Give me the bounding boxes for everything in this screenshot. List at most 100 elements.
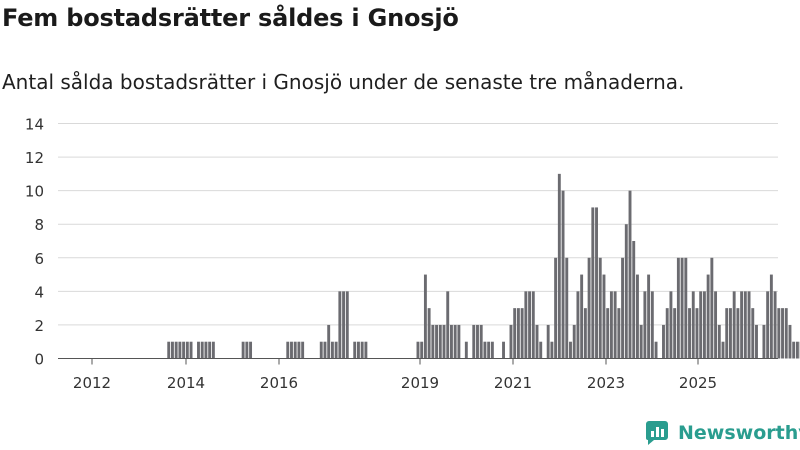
bar bbox=[729, 308, 732, 359]
bar bbox=[784, 308, 788, 359]
bar bbox=[587, 257, 591, 359]
bar bbox=[747, 291, 751, 359]
bar bbox=[721, 341, 725, 359]
bar bbox=[706, 274, 710, 359]
bar bbox=[632, 241, 636, 359]
bar bbox=[732, 291, 736, 359]
bar bbox=[431, 324, 435, 359]
bar bbox=[792, 341, 796, 359]
bar bbox=[714, 291, 718, 359]
bar bbox=[513, 308, 517, 359]
bar bbox=[676, 257, 680, 359]
bar bbox=[479, 324, 483, 359]
bar bbox=[420, 341, 424, 359]
bar bbox=[624, 224, 628, 359]
bar bbox=[245, 341, 249, 359]
bar bbox=[182, 341, 186, 359]
bar bbox=[174, 341, 178, 359]
bar bbox=[338, 291, 342, 359]
x-tick-label: 2014 bbox=[167, 374, 205, 392]
bar bbox=[490, 341, 494, 359]
bar bbox=[208, 341, 212, 359]
bar bbox=[535, 324, 539, 359]
bar bbox=[472, 324, 476, 359]
bar bbox=[524, 291, 528, 359]
bar bbox=[762, 324, 766, 359]
bar bbox=[665, 308, 669, 359]
bar bbox=[561, 190, 565, 359]
x-tick-label: 2023 bbox=[587, 374, 625, 392]
bar bbox=[591, 207, 595, 359]
bar bbox=[554, 257, 558, 359]
bar bbox=[777, 308, 781, 359]
y-tick-label: 10 bbox=[25, 183, 44, 201]
bar bbox=[795, 341, 799, 359]
bar bbox=[550, 341, 554, 359]
bar bbox=[171, 341, 174, 359]
bar bbox=[483, 341, 487, 359]
bar bbox=[595, 207, 598, 359]
bar bbox=[453, 324, 457, 359]
bar bbox=[360, 341, 364, 359]
bar bbox=[576, 291, 580, 359]
bar bbox=[502, 341, 505, 359]
bar bbox=[766, 291, 770, 359]
bar bbox=[357, 341, 360, 359]
bar bbox=[565, 257, 569, 359]
bar bbox=[327, 324, 331, 359]
bar bbox=[569, 341, 572, 359]
bar bbox=[583, 308, 587, 359]
bar bbox=[427, 308, 431, 359]
bar bbox=[557, 173, 561, 359]
y-tick-label: 8 bbox=[34, 216, 44, 234]
bar bbox=[290, 341, 293, 359]
bar bbox=[330, 341, 334, 359]
bar bbox=[319, 341, 323, 359]
bar bbox=[699, 291, 703, 359]
y-tick-label: 12 bbox=[25, 149, 44, 167]
bar bbox=[702, 291, 706, 359]
bar bbox=[435, 324, 439, 359]
x-tick-label: 2025 bbox=[679, 374, 717, 392]
bar bbox=[621, 257, 625, 359]
bar bbox=[334, 341, 338, 359]
bar bbox=[598, 257, 602, 359]
bar bbox=[669, 291, 673, 359]
bar bbox=[211, 341, 215, 359]
bar bbox=[345, 291, 349, 359]
bar bbox=[691, 291, 695, 359]
bar bbox=[204, 341, 208, 359]
bar bbox=[740, 291, 744, 359]
brand-logo[interactable]: Newsworthy bbox=[644, 420, 800, 446]
bar bbox=[487, 341, 491, 359]
bar bbox=[695, 308, 699, 359]
bar bbox=[606, 308, 610, 359]
bar bbox=[736, 308, 740, 359]
y-tick-label: 2 bbox=[34, 317, 44, 335]
x-tick-label: 2016 bbox=[260, 374, 298, 392]
bar bbox=[364, 341, 368, 359]
bar bbox=[628, 190, 632, 359]
bar bbox=[639, 324, 643, 359]
bar bbox=[751, 308, 755, 359]
bar bbox=[743, 291, 747, 359]
bar bbox=[769, 274, 773, 359]
chart-title: Fem bostadsrätter såldes i Gnosjö bbox=[2, 4, 459, 32]
bar bbox=[457, 324, 461, 359]
bar bbox=[684, 257, 688, 359]
x-tick-label: 2012 bbox=[73, 374, 111, 392]
bar bbox=[509, 324, 513, 359]
bar bbox=[528, 291, 532, 359]
bar bbox=[520, 308, 524, 359]
brand-name: Newsworthy bbox=[678, 422, 800, 444]
bar bbox=[197, 341, 200, 359]
bar bbox=[293, 341, 297, 359]
bar bbox=[516, 308, 520, 359]
bar bbox=[476, 324, 479, 359]
bar bbox=[178, 341, 182, 359]
bar bbox=[781, 308, 784, 359]
bar bbox=[442, 324, 446, 359]
bar bbox=[647, 274, 651, 359]
bar bbox=[423, 274, 427, 359]
